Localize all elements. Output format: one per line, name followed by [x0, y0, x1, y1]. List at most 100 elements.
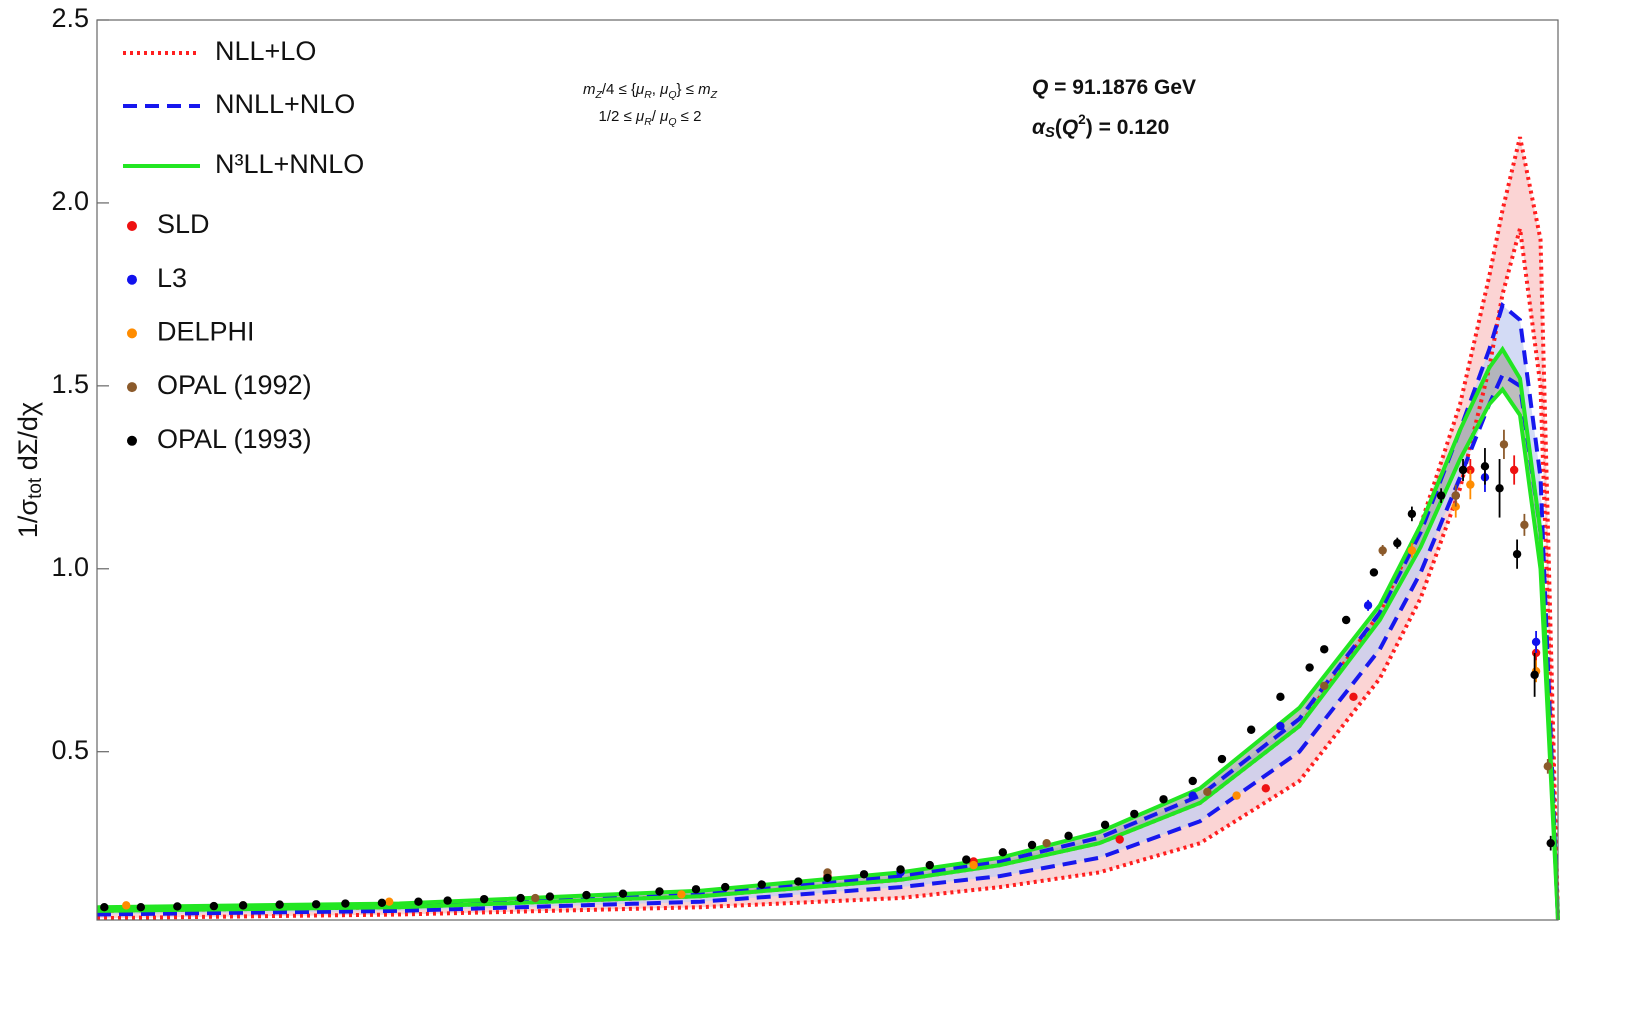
data-point	[443, 896, 452, 905]
annotation-part: Q	[668, 89, 676, 101]
legend-label: NLL+LO	[215, 36, 316, 66]
data-point	[545, 892, 555, 901]
data-point	[516, 893, 525, 903]
data-point	[1480, 462, 1490, 471]
data-point	[1276, 692, 1285, 702]
data-point	[1188, 791, 1197, 800]
data-point	[311, 900, 321, 909]
data-point	[1466, 480, 1475, 489]
annotation-part: m	[583, 81, 596, 98]
y-tick-label: 2.5	[51, 3, 89, 33]
annotation-part: μ	[635, 81, 644, 98]
annotation-part: = 91.1876 GeV	[1048, 76, 1196, 99]
legend-marker	[127, 221, 137, 231]
data-point	[100, 902, 109, 912]
data-point	[531, 893, 540, 903]
annotation-part: μ	[659, 108, 668, 125]
annotation-part: Q	[668, 116, 676, 128]
data-point	[1217, 754, 1227, 764]
data-point	[1546, 838, 1555, 848]
data-point	[209, 901, 219, 911]
annotation: 1/2 ≤ μR/ μQ ≤ 2	[599, 108, 702, 128]
legend-label: L3	[157, 263, 187, 293]
data-point	[1188, 776, 1197, 786]
data-point	[1115, 835, 1124, 844]
data-point	[122, 901, 131, 910]
data-point	[691, 885, 701, 894]
band-edge-line	[96, 136, 1560, 921]
data-point	[1159, 795, 1168, 804]
annotation-part: α	[1032, 116, 1046, 139]
data-point	[962, 855, 971, 864]
annotation-part: m	[698, 81, 711, 98]
data-point	[1458, 465, 1468, 475]
data-point	[1407, 509, 1417, 519]
plot-area	[96, 136, 1560, 921]
annotation: Q = 91.1876 GeV	[1032, 76, 1196, 99]
legend-label: SLD	[157, 209, 210, 239]
data-point	[655, 887, 664, 896]
data-point	[1451, 491, 1460, 500]
legend-label: DELPHI	[157, 317, 255, 347]
annotation-part: Q	[1032, 76, 1048, 99]
data-point	[1520, 520, 1529, 530]
annotation-part: μ	[659, 81, 668, 98]
data-point	[341, 899, 350, 908]
annotation-part: ,	[652, 81, 660, 98]
data-point	[969, 860, 978, 870]
data-point	[896, 865, 905, 874]
legend-label: OPAL (1993)	[157, 424, 312, 454]
annotation-part: μ	[635, 108, 644, 125]
annotation-part: } ≤	[677, 81, 699, 98]
data-point	[1407, 546, 1417, 555]
data-point	[859, 870, 869, 879]
legend-label: N³LL+NNLO	[215, 149, 364, 179]
annotation-part: Z	[710, 89, 718, 101]
y-axis-label: 1/σtot dΣ/dχ	[13, 402, 46, 538]
data-point	[1436, 491, 1446, 500]
data-point	[1232, 791, 1241, 800]
legend-marker	[127, 274, 137, 285]
y-tick-label: 1.5	[51, 369, 89, 399]
data-point	[1512, 549, 1522, 559]
data-point	[238, 901, 248, 910]
y-label-part: tot	[25, 477, 46, 499]
legend-marker	[127, 435, 137, 446]
annotation-part: ≤ 2	[677, 108, 702, 125]
band-edge-line	[96, 386, 1560, 921]
data-point	[1042, 838, 1051, 848]
data-point	[1276, 721, 1285, 731]
data-point	[1203, 787, 1212, 797]
data-point	[1341, 615, 1351, 625]
data-point	[1064, 831, 1073, 841]
data-point	[1378, 546, 1387, 555]
data-point	[1543, 762, 1552, 771]
annotation: mZ/4 ≤ {μR, μQ} ≤ mZ	[583, 81, 718, 101]
annotation-part: R	[644, 89, 652, 101]
data-point	[1349, 692, 1358, 702]
data-point	[377, 898, 387, 908]
data-point	[721, 882, 730, 892]
data-point	[1509, 465, 1519, 475]
annotation-part: R	[644, 116, 652, 128]
legend-marker	[127, 328, 137, 339]
data-point	[1320, 645, 1329, 654]
data-point	[794, 877, 803, 886]
annotation-part: /4 ≤ {	[602, 81, 636, 98]
data-point	[618, 889, 628, 898]
data-point	[1369, 568, 1379, 577]
data-point	[1305, 663, 1314, 672]
data-point	[1530, 670, 1539, 680]
plot-frame	[96, 19, 1559, 921]
annotation-part: 1/2 ≤	[599, 108, 636, 125]
data-point	[1320, 681, 1329, 691]
data-point	[385, 897, 394, 906]
legend-marker	[127, 382, 137, 393]
data-point	[1261, 784, 1271, 793]
y-label-part: 1/σ	[13, 499, 43, 539]
data-point	[998, 848, 1008, 857]
y-label-part: dΣ/dχ	[13, 402, 43, 478]
data-point	[1100, 820, 1110, 830]
